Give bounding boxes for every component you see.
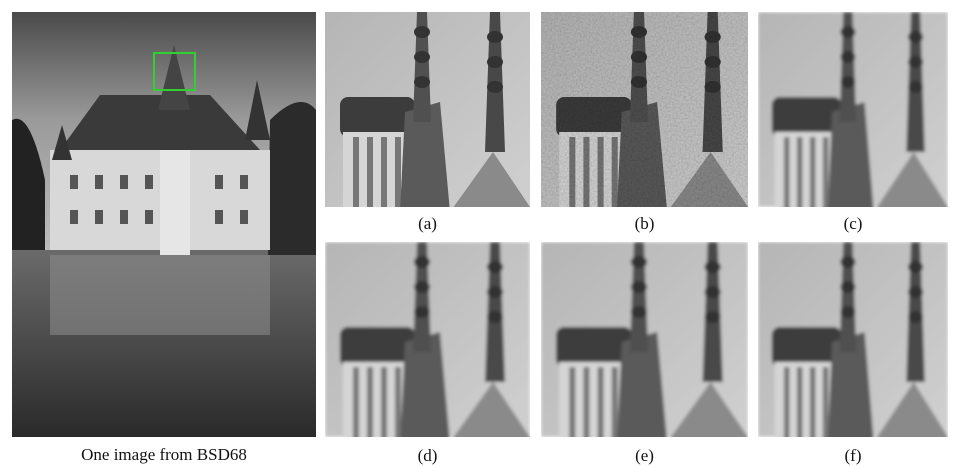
tower-top — [340, 97, 415, 137]
ornament — [487, 286, 503, 298]
crop-content — [758, 12, 948, 212]
crop-content — [541, 242, 748, 442]
column — [598, 137, 604, 212]
figure-canvas: One image from BSD68 (a) (b) (c) (d) (e) (f) — [0, 0, 958, 466]
column — [823, 137, 829, 212]
column — [810, 367, 816, 442]
ornament — [631, 26, 647, 38]
source-image — [12, 12, 316, 437]
tower-top — [772, 97, 842, 137]
panel-label: (a) — [418, 214, 437, 233]
crop-content — [758, 242, 948, 442]
column — [353, 137, 359, 212]
ornament — [840, 76, 855, 88]
panel-label: (b) — [635, 214, 655, 233]
column — [583, 367, 589, 442]
ornament — [908, 261, 923, 273]
column — [784, 367, 790, 442]
ornament — [705, 81, 721, 93]
tower-top — [340, 327, 415, 367]
ornament — [840, 256, 855, 268]
ornament — [908, 81, 923, 93]
crop-content — [325, 12, 530, 212]
ornament — [705, 31, 721, 43]
tower-top — [556, 97, 632, 137]
crop-scene — [541, 242, 748, 442]
ornament — [414, 26, 430, 38]
panel-label: (c) — [844, 214, 863, 233]
panel-label: (f) — [845, 446, 862, 465]
panel-label: (d) — [418, 446, 438, 465]
ornament — [908, 56, 923, 68]
ornament — [487, 261, 503, 273]
ornament — [414, 256, 430, 268]
column — [612, 367, 618, 442]
ornament — [631, 306, 647, 318]
crop-image — [758, 12, 948, 212]
ornament — [705, 286, 721, 298]
column — [569, 137, 575, 212]
ornament — [631, 51, 647, 63]
caption: One image from BSD68 — [81, 445, 247, 464]
column — [367, 367, 373, 442]
ornament — [414, 51, 430, 63]
ornament — [840, 51, 855, 63]
ornament — [705, 311, 721, 323]
ornament — [487, 31, 503, 43]
figure: One image from BSD68 (a) (b) (c) (d) (e) (f) — [0, 0, 958, 466]
tower-top — [556, 327, 632, 367]
column — [823, 367, 829, 442]
ornament — [414, 76, 430, 88]
column — [784, 137, 790, 212]
column — [612, 137, 618, 212]
tower-top — [772, 327, 842, 367]
column — [797, 367, 803, 442]
ornament — [487, 311, 503, 323]
crop-scene — [325, 12, 530, 212]
column — [569, 367, 575, 442]
column — [797, 137, 803, 212]
ornament — [487, 56, 503, 68]
crop-scene — [541, 12, 748, 212]
column — [381, 367, 387, 442]
ornament — [631, 281, 647, 293]
crop-image — [325, 242, 530, 442]
ornament — [840, 281, 855, 293]
crop-scene — [758, 12, 948, 212]
crop-content — [541, 12, 748, 212]
column — [395, 137, 401, 212]
ornament — [705, 56, 721, 68]
ornament — [631, 256, 647, 268]
ornament — [414, 281, 430, 293]
column — [395, 367, 401, 442]
column — [810, 137, 816, 212]
ornament — [705, 261, 721, 273]
ornament — [414, 306, 430, 318]
ornament — [840, 306, 855, 318]
column — [381, 137, 387, 212]
crop-scene — [758, 242, 948, 442]
panel-label: (e) — [635, 446, 654, 465]
crop-content — [325, 242, 530, 442]
ornament — [487, 81, 503, 93]
crop-image — [541, 12, 748, 212]
crop-image — [541, 242, 748, 442]
column — [598, 367, 604, 442]
column — [583, 137, 589, 212]
crop-image — [325, 12, 530, 212]
crop-image — [758, 242, 948, 442]
column — [353, 367, 359, 442]
ornament — [908, 311, 923, 323]
ornament — [908, 286, 923, 298]
crop-scene — [325, 242, 530, 442]
ornament — [631, 76, 647, 88]
ornament — [840, 26, 855, 38]
ornament — [908, 31, 923, 43]
column — [367, 137, 373, 212]
